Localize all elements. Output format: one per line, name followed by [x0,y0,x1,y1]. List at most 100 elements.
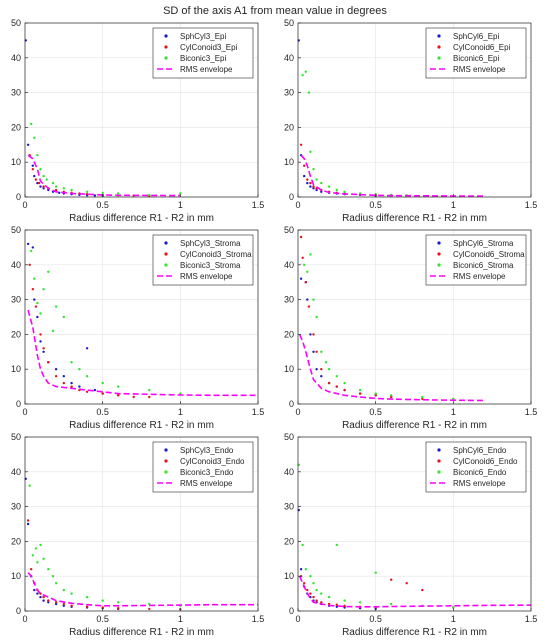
data-point [132,395,135,399]
x-tick-label: 0 [295,614,300,624]
y-tick-label: 0 [16,606,21,616]
y-tick-label: 50 [284,18,294,28]
y-tick-label: 40 [11,260,21,270]
data-point [101,381,104,385]
x-tick-label: 0.5 [369,614,382,624]
legend-entry-label: CylConoid3_Epi [180,43,238,52]
y-tick-label: 50 [284,432,294,442]
data-point [335,603,338,606]
legend-marker-swatch [437,34,441,38]
chart-panel-3: 0 0.5 1 1.5 0 10 20 30 40 50 Radius difference R1 … [11,225,264,431]
x-tick-label: 1.5 [252,200,265,210]
legend-marker-swatch [164,470,168,474]
data-point [306,181,309,185]
axes-frame [297,229,532,405]
data-point [33,136,36,139]
data-point [303,263,306,266]
data-point [54,185,58,188]
data-point [327,185,331,188]
data-point [62,604,65,607]
y-tick-label: 30 [284,295,294,305]
data-point [315,599,318,602]
data-point [36,154,39,157]
data-point [26,522,30,526]
chart-panel-5: 0 0.5 1 1.5 0 10 20 30 40 50 Radius difference R1 … [11,432,264,638]
data-point [309,592,312,595]
data-point [303,582,306,585]
data-point [42,595,45,599]
axes-frame [24,436,259,612]
legend-entry-label: RMS envelope [453,272,506,281]
data-point [452,606,455,609]
data-point [179,192,182,195]
data-point [30,568,33,571]
legend-entry-label: CylConoid3_Stroma [180,250,252,259]
y-tick-label: 0 [16,192,21,202]
legend-marker-swatch [437,252,441,256]
data-point [301,74,304,77]
data-point [51,329,55,333]
data-point [34,547,38,550]
data-point [85,390,89,393]
data-point [358,601,362,604]
y-tick-label: 20 [284,536,294,546]
data-point [390,578,393,581]
data-point [307,91,311,94]
data-point [36,592,39,595]
data-point [78,385,81,388]
data-point [148,607,151,611]
x-tick-label: 0.5 [96,200,109,210]
axes-frame [297,436,532,612]
data-point [85,190,89,193]
data-point [54,602,58,606]
data-point [320,375,323,378]
x-axis-label: Radius difference R1 - R2 in mm [342,627,487,638]
data-point [85,605,89,608]
x-tick-label: 1.5 [252,614,265,624]
data-point [36,301,39,305]
data-point [30,249,33,253]
data-point [312,187,315,190]
y-tick-label: 20 [11,329,21,339]
y-tick-label: 10 [11,364,21,374]
y-tick-label: 0 [16,399,21,409]
chart-panel-2: 0 0.5 1 1.5 0 10 20 30 40 50 Radius difference R1 … [284,18,537,224]
y-tick-label: 50 [11,225,21,235]
data-point [374,392,377,395]
legend-entry-label: RMS envelope [453,479,506,488]
legend-entry-label: Biconic6_Epi [453,54,499,63]
x-axis-label: Radius difference R1 - R2 in mm [69,420,214,431]
chart-panel-1: 0 0.5 1 1.5 0 10 20 30 40 50 Radius difference R1 … [11,18,264,224]
data-point [101,392,104,395]
data-point [304,568,307,571]
x-tick-label: 0.5 [96,614,109,624]
data-point [315,588,318,592]
legend: SphCyl3_Stroma CylConoid3_Stroma Biconic3_… [152,234,254,286]
data-point [358,388,362,392]
data-point [335,188,338,192]
data-point [101,606,104,609]
y-tick-label: 0 [289,192,294,202]
data-point [51,575,55,578]
data-point [62,602,65,606]
data-point [33,298,36,301]
x-tick-label: 0 [295,407,300,417]
data-point [301,256,304,259]
legend-entry-label: RMS envelope [180,479,233,488]
data-point [62,588,65,592]
data-point [421,395,424,399]
x-tick-label: 1 [178,407,183,417]
data-point [303,174,306,178]
x-tick-label: 1.5 [525,407,538,417]
y-tick-label: 30 [284,88,294,98]
legend-entry-label: CylConoid3_Endo [180,457,245,466]
data-point [30,122,33,126]
legend-entry-label: CylConoid6_Endo [453,457,518,466]
y-tick-label: 50 [284,225,294,235]
data-point [78,368,81,371]
data-point [42,557,45,560]
data-point [31,168,34,171]
data-point [36,315,39,319]
data-point [343,388,346,392]
legend-marker-swatch [437,263,441,267]
